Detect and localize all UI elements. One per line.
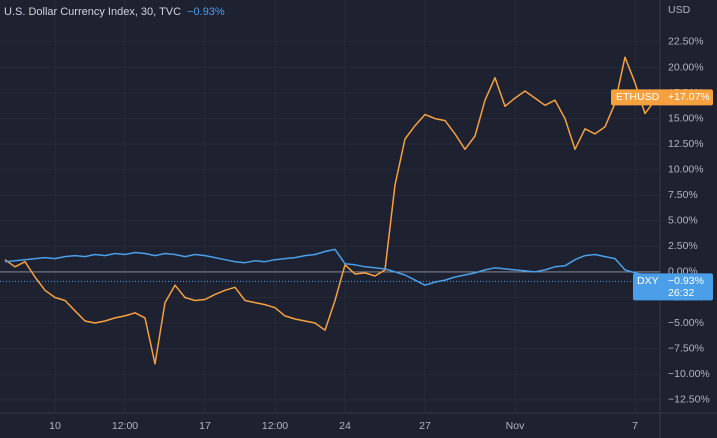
series-name: DXY	[637, 275, 659, 287]
chart-title: U.S. Dollar Currency Index, 30, TVC	[4, 6, 181, 18]
x-tick-label: Nov	[506, 420, 525, 432]
y-tick-label: −12.50%	[668, 393, 710, 405]
price-label	[611, 89, 713, 106]
series-line	[4, 248, 656, 286]
y-tick-label: 20.00%	[668, 61, 704, 73]
x-tick-label: 7	[632, 420, 638, 432]
x-tick-label: 12:00	[262, 420, 288, 432]
series-name: ETHUSD	[616, 91, 660, 103]
y-tick-label: 2.50%	[668, 240, 698, 252]
last-value: −0.93%	[668, 275, 704, 287]
y-axis-label: USD	[668, 4, 691, 16]
series-line	[4, 56, 656, 365]
y-tick-label: 10.00%	[668, 163, 704, 175]
y-tick-label: −10.00%	[668, 368, 710, 380]
x-tick-label: 27	[419, 420, 431, 432]
y-tick-label: 5.00%	[668, 215, 698, 227]
x-tick-label: 10	[49, 420, 61, 432]
x-tick-label: 17	[199, 420, 211, 432]
y-tick-label: 22.50%	[668, 36, 704, 48]
price-label	[633, 273, 713, 301]
countdown: 26:32	[668, 287, 694, 299]
x-tick-label: 24	[339, 420, 351, 432]
grid	[0, 0, 660, 413]
y-tick-label: 15.00%	[668, 112, 704, 124]
header-change: −0.93%	[187, 6, 225, 18]
x-tick-label: 12:00	[112, 420, 138, 432]
y-tick-label: −7.50%	[668, 342, 704, 354]
y-tick-label: −5.00%	[668, 317, 704, 329]
y-tick-label: 7.50%	[668, 189, 698, 201]
y-tick-label: 12.50%	[668, 138, 704, 150]
last-value: +17.07%	[668, 91, 710, 103]
